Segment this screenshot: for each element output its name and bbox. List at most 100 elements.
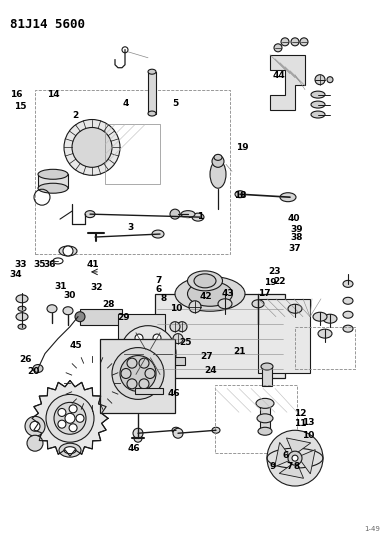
Ellipse shape bbox=[16, 295, 28, 303]
Ellipse shape bbox=[318, 329, 332, 338]
Bar bbox=[38, 174, 68, 188]
Ellipse shape bbox=[152, 230, 164, 238]
Circle shape bbox=[64, 119, 120, 175]
Ellipse shape bbox=[175, 277, 245, 311]
Circle shape bbox=[139, 358, 149, 368]
Text: 27: 27 bbox=[200, 352, 212, 361]
Text: 44: 44 bbox=[273, 71, 286, 80]
Ellipse shape bbox=[18, 306, 26, 311]
Text: 42: 42 bbox=[199, 292, 212, 301]
Text: 6: 6 bbox=[156, 285, 162, 294]
Text: 34: 34 bbox=[9, 270, 22, 279]
Text: 43: 43 bbox=[221, 288, 234, 297]
Ellipse shape bbox=[38, 169, 68, 179]
Text: 1-49: 1-49 bbox=[364, 526, 380, 532]
Ellipse shape bbox=[343, 280, 353, 287]
Text: 28: 28 bbox=[102, 300, 114, 309]
Circle shape bbox=[27, 435, 43, 451]
Polygon shape bbox=[279, 464, 303, 478]
Circle shape bbox=[58, 408, 66, 416]
Ellipse shape bbox=[258, 427, 272, 435]
Circle shape bbox=[46, 394, 94, 442]
Circle shape bbox=[126, 350, 134, 358]
Ellipse shape bbox=[280, 193, 296, 201]
Circle shape bbox=[274, 44, 282, 52]
Text: 2: 2 bbox=[73, 111, 79, 120]
Text: 46: 46 bbox=[168, 390, 180, 398]
Circle shape bbox=[189, 301, 201, 313]
Text: 37: 37 bbox=[289, 244, 301, 253]
Circle shape bbox=[139, 379, 149, 389]
Ellipse shape bbox=[288, 304, 302, 313]
Circle shape bbox=[63, 246, 73, 256]
Text: 40: 40 bbox=[287, 214, 300, 223]
Ellipse shape bbox=[18, 324, 26, 329]
Ellipse shape bbox=[257, 414, 273, 423]
Text: 21: 21 bbox=[233, 347, 245, 356]
Polygon shape bbox=[32, 381, 108, 456]
Circle shape bbox=[170, 322, 180, 332]
Ellipse shape bbox=[194, 274, 216, 288]
Text: 19: 19 bbox=[236, 143, 248, 152]
Text: 7: 7 bbox=[287, 462, 293, 471]
Ellipse shape bbox=[311, 91, 325, 98]
Text: 31: 31 bbox=[54, 282, 67, 291]
Polygon shape bbox=[275, 442, 289, 467]
Circle shape bbox=[177, 322, 187, 332]
Text: 5: 5 bbox=[173, 99, 179, 108]
Ellipse shape bbox=[59, 246, 77, 256]
Text: 32: 32 bbox=[90, 283, 103, 292]
Circle shape bbox=[112, 348, 164, 399]
Circle shape bbox=[69, 405, 77, 413]
Circle shape bbox=[300, 38, 308, 46]
Ellipse shape bbox=[148, 111, 156, 116]
Text: 9: 9 bbox=[270, 462, 276, 471]
Polygon shape bbox=[155, 294, 285, 378]
Circle shape bbox=[291, 38, 299, 46]
Text: 8: 8 bbox=[293, 462, 300, 471]
Text: 13: 13 bbox=[302, 417, 314, 426]
Ellipse shape bbox=[187, 281, 233, 306]
Circle shape bbox=[135, 365, 143, 373]
Text: 17: 17 bbox=[258, 288, 271, 297]
Ellipse shape bbox=[210, 160, 226, 188]
Circle shape bbox=[65, 413, 75, 423]
Bar bbox=[262, 367, 272, 386]
Ellipse shape bbox=[172, 427, 180, 433]
Text: 10: 10 bbox=[170, 304, 182, 313]
Text: 20: 20 bbox=[27, 367, 39, 376]
Circle shape bbox=[153, 365, 161, 373]
Text: 26: 26 bbox=[19, 356, 32, 365]
Ellipse shape bbox=[192, 213, 204, 221]
Text: 7: 7 bbox=[156, 276, 162, 285]
Ellipse shape bbox=[181, 211, 195, 217]
Bar bbox=[135, 389, 163, 394]
Circle shape bbox=[25, 416, 45, 436]
Circle shape bbox=[288, 451, 302, 465]
Text: 16: 16 bbox=[10, 90, 23, 99]
Circle shape bbox=[121, 368, 131, 378]
Ellipse shape bbox=[313, 312, 327, 321]
Ellipse shape bbox=[214, 155, 222, 160]
Ellipse shape bbox=[235, 191, 245, 198]
Ellipse shape bbox=[187, 271, 223, 291]
Text: 3: 3 bbox=[127, 223, 133, 232]
Circle shape bbox=[133, 428, 143, 438]
Bar bbox=[80, 309, 122, 325]
Circle shape bbox=[120, 326, 176, 382]
Bar bbox=[155, 357, 185, 365]
Ellipse shape bbox=[343, 325, 353, 332]
Ellipse shape bbox=[64, 447, 76, 454]
Bar bbox=[215, 385, 297, 453]
Ellipse shape bbox=[85, 211, 95, 217]
Text: 29: 29 bbox=[117, 313, 130, 322]
Circle shape bbox=[153, 334, 161, 342]
Circle shape bbox=[135, 334, 143, 342]
Ellipse shape bbox=[59, 443, 81, 457]
Circle shape bbox=[173, 334, 183, 344]
Ellipse shape bbox=[256, 398, 274, 408]
Text: 4: 4 bbox=[122, 99, 128, 108]
Circle shape bbox=[145, 351, 151, 357]
Circle shape bbox=[30, 421, 40, 431]
Text: 38: 38 bbox=[290, 233, 303, 243]
